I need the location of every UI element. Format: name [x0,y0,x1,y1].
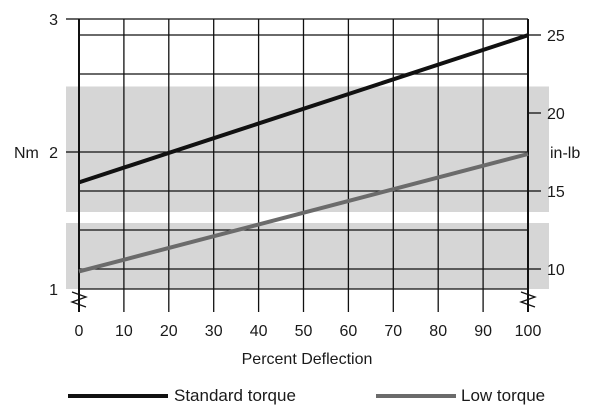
x-tick-label: 60 [340,323,358,340]
y-right-tick-label: 25 [547,28,565,45]
y-left-tick-label: 1 [49,282,58,299]
legend: Standard torque Low torque [68,386,545,405]
series-line-standard-torque [78,33,529,185]
axis-break-mark [70,291,88,308]
y-right-tick-label: 20 [547,106,565,123]
x-tick-label: 10 [115,323,133,340]
axis-break-mark [519,291,537,308]
legend-label-standard: Standard torque [174,386,296,405]
y-left-tick-label: 3 [49,12,58,29]
x-tick-label: 70 [384,323,402,340]
x-tick-label: 50 [295,323,313,340]
y-left-axis-title: Nm [14,145,39,162]
x-tick-label: 0 [75,323,84,340]
band-gap [66,212,549,223]
series-line-low-torque [78,152,529,274]
series-lines [78,33,529,274]
x-tick-label: 90 [474,323,492,340]
shaded-bands [66,86,549,289]
grid [66,18,541,298]
x-tick-label: 30 [205,323,223,340]
y-right-tick-label: 15 [547,184,565,201]
x-axis-title: Percent Deflection [242,351,373,368]
y-right-tick-label: 10 [547,262,565,279]
legend-label-low: Low torque [461,386,545,405]
tick-labels: 0 10 20 30 40 50 60 70 80 90 100 1 2 3 10 15 20 25 [49,12,565,340]
x-tick-label: 100 [515,323,542,340]
y-right-axis-title: in-lb [550,145,580,162]
axes [70,19,537,312]
x-tick-label: 80 [429,323,447,340]
x-tick-label: 40 [250,323,268,340]
x-tick-label: 20 [160,323,178,340]
y-left-tick-label: 2 [49,145,58,162]
